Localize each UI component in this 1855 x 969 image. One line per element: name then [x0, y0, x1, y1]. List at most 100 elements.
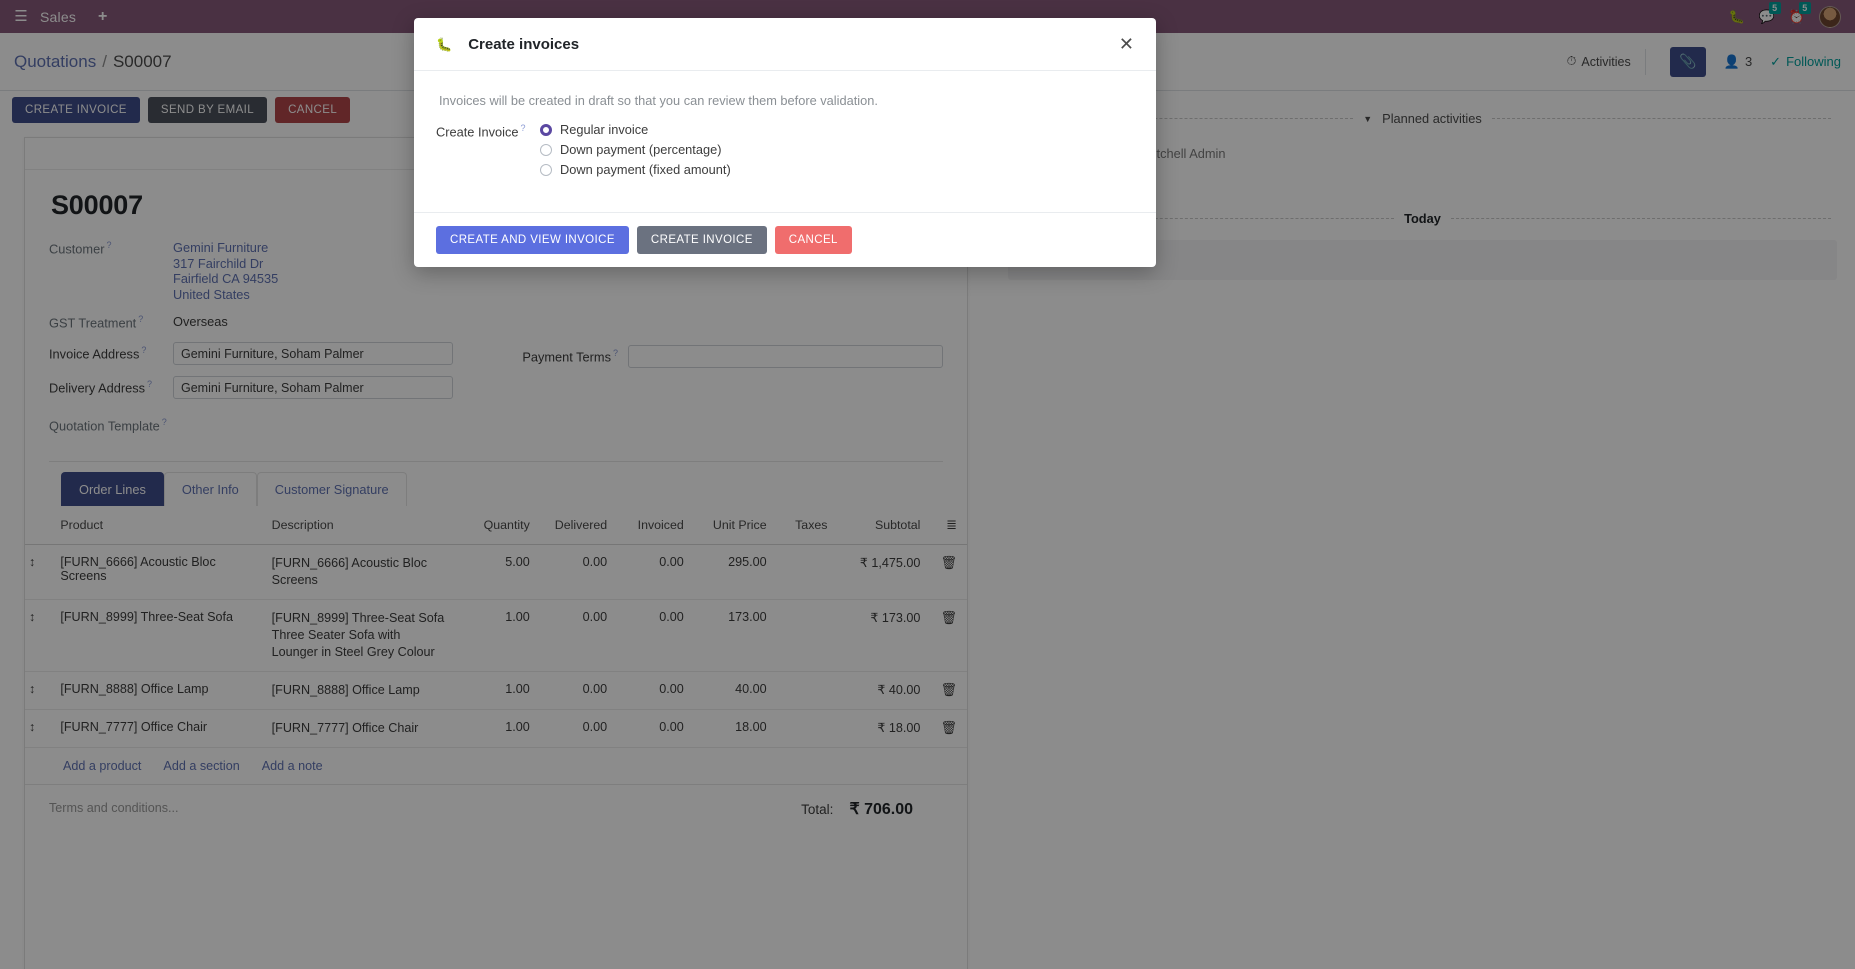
cell-description[interactable]: [FURN_7777] Office Chair: [261, 709, 464, 748]
create-invoice-button[interactable]: CREATE INVOICE: [636, 226, 767, 254]
add-note-link[interactable]: Add a note: [261, 759, 323, 773]
help-icon[interactable]: ?: [147, 379, 153, 389]
customer-street[interactable]: 317 Fairchild Dr: [173, 255, 264, 271]
th-taxes[interactable]: Taxes: [776, 506, 838, 545]
create-and-view-invoice-button[interactable]: CREATE AND VIEW INVOICE: [436, 226, 629, 254]
tab-customer-signature[interactable]: Customer Signature: [256, 472, 407, 506]
paperclip-icon[interactable]: 📎: [1669, 46, 1706, 77]
trash-icon[interactable]: 🗑: [940, 610, 957, 625]
cell-taxes[interactable]: [776, 671, 838, 710]
cancel-button[interactable]: CANCEL: [774, 226, 852, 254]
cell-quantity[interactable]: 5.00: [463, 544, 540, 600]
th-delivered[interactable]: Delivered: [539, 506, 618, 545]
help-icon[interactable]: ?: [138, 314, 144, 324]
add-section-link[interactable]: Add a section: [163, 759, 240, 773]
trash-icon[interactable]: 🗑: [940, 720, 957, 735]
create-invoice-button[interactable]: CREATE INVOICE: [12, 97, 140, 123]
cell-delivered[interactable]: 0.00: [539, 599, 618, 672]
help-icon[interactable]: ?: [141, 345, 147, 355]
add-product-link[interactable]: Add a product: [63, 759, 142, 773]
order-lines-header: Product Description Quantity Delivered I…: [25, 506, 967, 545]
terms-and-conditions-input[interactable]: Terms and conditions...: [49, 801, 179, 815]
th-description[interactable]: Description: [261, 506, 464, 545]
cell-delivered[interactable]: 0.00: [539, 671, 618, 710]
cell-description[interactable]: [FURN_8999] Three-Seat Sofa Three Seater…: [261, 599, 464, 672]
activities-button[interactable]: ⏱ Activities: [1553, 48, 1646, 75]
drag-handle-icon[interactable]: ↕: [25, 709, 51, 748]
th-subtotal[interactable]: Subtotal: [837, 506, 931, 545]
radio-unselected-icon[interactable]: [540, 143, 552, 156]
th-product[interactable]: Product: [50, 506, 262, 545]
drag-handle-icon[interactable]: ↕: [25, 599, 51, 672]
cell-unit-price[interactable]: 295.00: [693, 544, 777, 600]
cell-quantity[interactable]: 1.00: [463, 599, 540, 672]
cell-description[interactable]: [FURN_6666] Acoustic Bloc Screens: [261, 544, 464, 600]
chevron-down-icon[interactable]: ▼: [1363, 113, 1373, 124]
cell-product[interactable]: [FURN_8999] Three-Seat Sofa: [50, 599, 262, 672]
trash-icon[interactable]: 🗑: [940, 682, 957, 697]
cell-delivered[interactable]: 0.00: [539, 544, 618, 600]
cell-taxes[interactable]: [776, 709, 838, 748]
radio-selected-icon[interactable]: [540, 123, 552, 136]
cell-taxes[interactable]: [776, 599, 838, 672]
customer-country[interactable]: United States: [173, 286, 250, 302]
cell-taxes[interactable]: [776, 544, 838, 600]
planned-activities-label[interactable]: Planned activities: [1382, 111, 1482, 126]
trash-icon[interactable]: 🗑: [940, 555, 957, 570]
cell-delivered[interactable]: 0.00: [539, 709, 618, 748]
cell-invoiced[interactable]: 0.00: [617, 544, 694, 600]
cancel-button[interactable]: CANCEL: [275, 97, 351, 123]
customer-value[interactable]: Gemini Furniture 317 Fairchild Dr Fairfi…: [173, 237, 278, 302]
gst-treatment-value[interactable]: Overseas: [173, 314, 228, 329]
radio-unselected-icon[interactable]: [540, 163, 552, 176]
delivery-address-input[interactable]: [173, 376, 453, 399]
cell-unit-price[interactable]: 18.00: [693, 709, 777, 748]
customer-name[interactable]: Gemini Furniture: [173, 240, 269, 255]
help-icon[interactable]: ?: [106, 240, 112, 250]
bug-icon[interactable]: 🐛: [1728, 8, 1745, 24]
drag-handle-icon[interactable]: ↕: [25, 671, 51, 710]
cell-unit-price[interactable]: 173.00: [693, 599, 777, 672]
cell-invoiced[interactable]: 0.00: [617, 671, 694, 710]
radio-regular-invoice[interactable]: Regular invoice: [540, 122, 731, 137]
hamburger-menu-icon[interactable]: ☰: [14, 8, 28, 25]
th-quantity[interactable]: Quantity: [463, 506, 540, 545]
cell-invoiced[interactable]: 0.00: [617, 599, 694, 672]
followers-button[interactable]: 👤 3: [1724, 54, 1752, 70]
new-record-plus-icon[interactable]: +: [98, 7, 108, 25]
table-row[interactable]: ↕ [FURN_8999] Three-Seat Sofa [FURN_8999…: [25, 599, 967, 672]
cell-unit-price[interactable]: 40.00: [693, 671, 777, 710]
cell-product[interactable]: [FURN_6666] Acoustic Bloc Screens: [50, 544, 262, 600]
customer-city[interactable]: Fairfield CA 94535: [173, 271, 279, 286]
table-row[interactable]: ↕ [FURN_6666] Acoustic Bloc Screens [FUR…: [25, 544, 967, 600]
payment-terms-input[interactable]: [628, 345, 943, 368]
help-icon[interactable]: ?: [520, 123, 526, 133]
send-by-email-button[interactable]: SEND BY EMAIL: [147, 97, 268, 123]
cell-description[interactable]: [FURN_8888] Office Lamp: [261, 671, 464, 710]
tab-order-lines[interactable]: Order Lines: [61, 472, 164, 506]
table-row[interactable]: ↕ [FURN_8888] Office Lamp [FURN_8888] Of…: [25, 671, 967, 710]
breadcrumb-parent[interactable]: Quotations: [14, 51, 97, 71]
table-row[interactable]: ↕ [FURN_7777] Office Chair [FURN_7777] O…: [25, 709, 967, 748]
tab-other-info[interactable]: Other Info: [163, 472, 257, 506]
cell-product[interactable]: [FURN_8888] Office Lamp: [50, 671, 262, 710]
invoice-address-input[interactable]: [173, 342, 453, 365]
close-icon[interactable]: ✕: [1118, 34, 1134, 54]
following-button[interactable]: ✓ Following: [1770, 54, 1841, 70]
th-invoiced[interactable]: Invoiced: [617, 506, 694, 545]
activities-clock-icon[interactable]: ⏰ 5: [1789, 1, 1811, 25]
messages-icon[interactable]: 💬 5: [1759, 1, 1781, 25]
cell-product[interactable]: [FURN_7777] Office Chair: [50, 709, 262, 748]
th-unit-price[interactable]: Unit Price: [693, 506, 777, 545]
app-name[interactable]: Sales: [40, 8, 77, 25]
cell-quantity[interactable]: 1.00: [463, 671, 540, 710]
help-icon[interactable]: ?: [161, 417, 167, 427]
cell-quantity[interactable]: 1.00: [463, 709, 540, 748]
radio-down-payment-percentage[interactable]: Down payment (percentage): [540, 142, 731, 157]
cell-invoiced[interactable]: 0.00: [617, 709, 694, 748]
user-avatar[interactable]: [1819, 5, 1841, 28]
help-icon[interactable]: ?: [612, 348, 618, 358]
drag-handle-icon[interactable]: ↕: [25, 544, 51, 600]
radio-down-payment-fixed[interactable]: Down payment (fixed amount): [540, 162, 731, 177]
column-settings-icon[interactable]: ≣: [946, 517, 957, 532]
